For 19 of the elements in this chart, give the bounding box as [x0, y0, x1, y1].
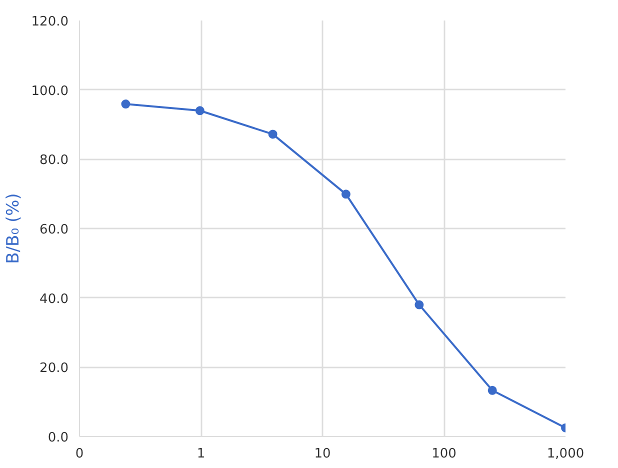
- point: [414, 300, 424, 310]
- y-tick-label: 40.0: [40, 292, 69, 307]
- y-tick-label: 100.0: [31, 84, 68, 99]
- x-tick-label: 1,000: [546, 446, 584, 462]
- point: [121, 100, 130, 109]
- y-tick-label: 120.0: [31, 14, 68, 30]
- x-tick-label: 100: [432, 446, 456, 462]
- x-tick-label: 10: [314, 446, 331, 462]
- y-tick-label: 20.0: [40, 361, 69, 376]
- point: [268, 130, 278, 139]
- x-tick-label: 1: [196, 446, 206, 462]
- x-tick-label: 0: [75, 446, 84, 462]
- y-axis-title: B/B₀ (%): [3, 193, 24, 264]
- point: [195, 106, 204, 116]
- y-tick-label: 60.0: [40, 222, 69, 238]
- point: [488, 386, 497, 395]
- y-tick-label: 0.0: [48, 430, 69, 446]
- y-tick-label: 80.0: [40, 153, 69, 168]
- point: [341, 190, 350, 199]
